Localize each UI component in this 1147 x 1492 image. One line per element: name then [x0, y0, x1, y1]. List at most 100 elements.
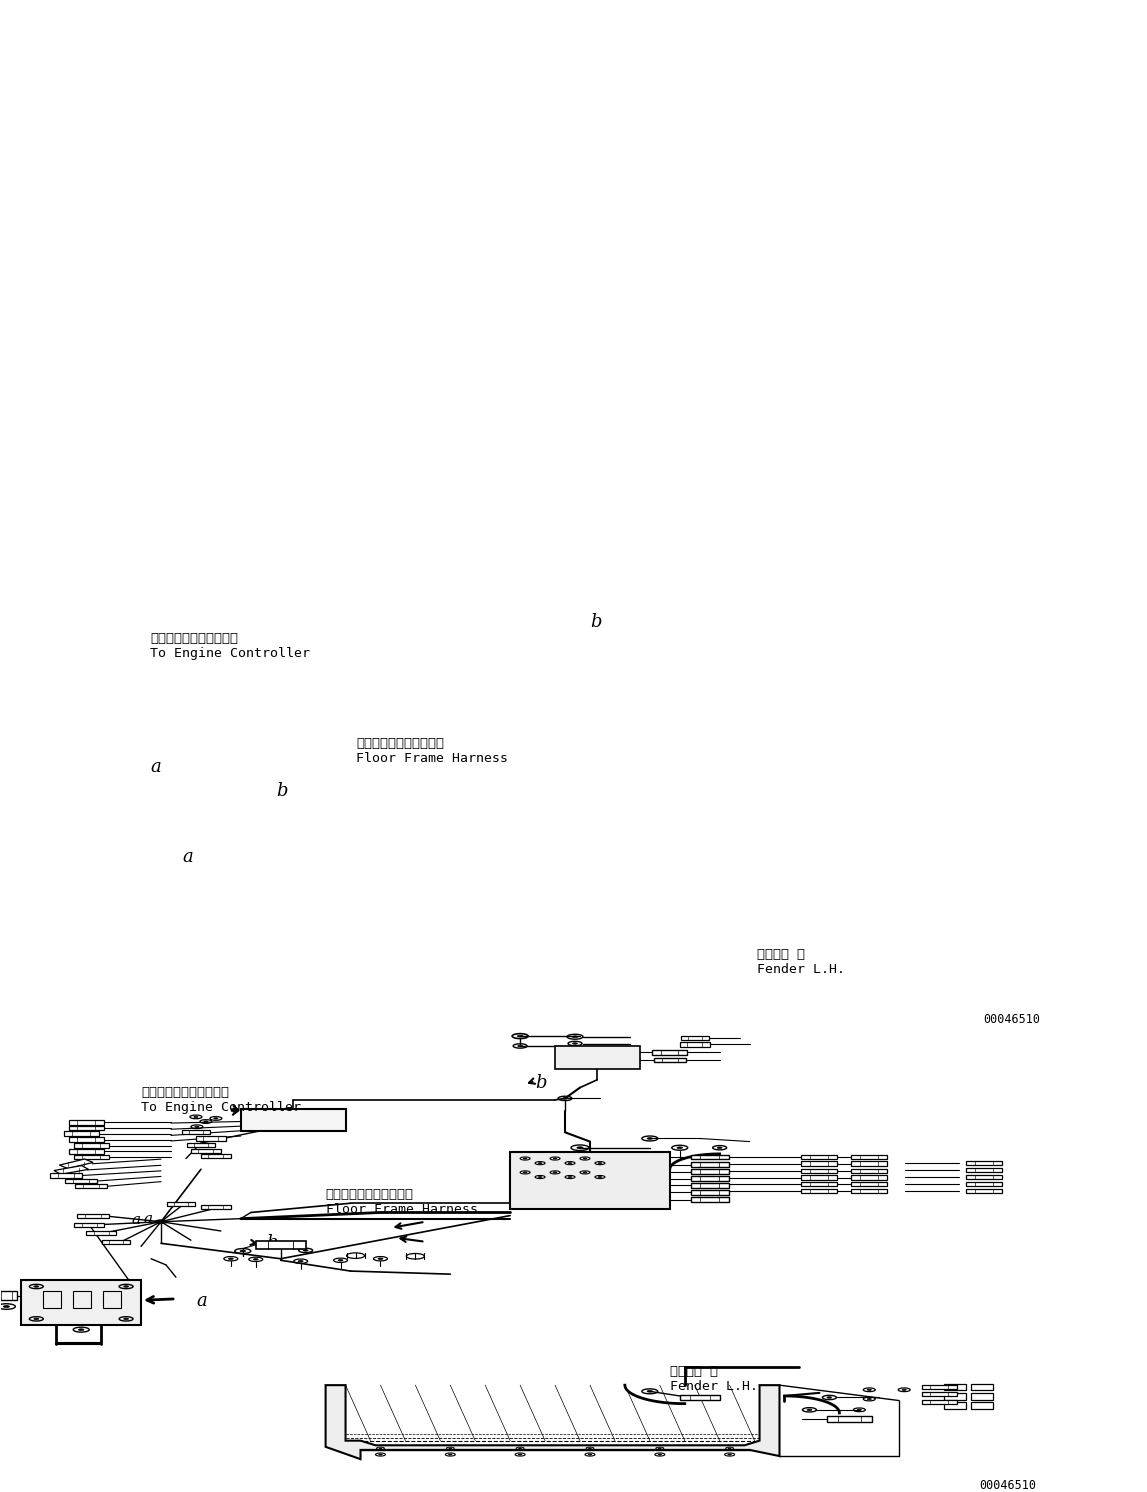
- Bar: [944, 1383, 966, 1391]
- Bar: [201, 1206, 231, 1209]
- Bar: [77, 1213, 109, 1217]
- Bar: [966, 1189, 1002, 1194]
- Bar: [256, 1241, 305, 1249]
- Bar: [69, 1149, 103, 1153]
- Bar: [102, 1240, 130, 1244]
- Bar: [851, 1182, 888, 1186]
- Bar: [54, 1165, 88, 1174]
- Circle shape: [572, 1043, 577, 1044]
- Bar: [22, 1280, 141, 1325]
- Text: b: b: [591, 613, 602, 631]
- Circle shape: [562, 1098, 568, 1100]
- Bar: [690, 1162, 728, 1167]
- Bar: [802, 1155, 837, 1159]
- Circle shape: [124, 1317, 128, 1319]
- Circle shape: [253, 1259, 258, 1261]
- Bar: [690, 1197, 728, 1203]
- Text: b: b: [266, 1234, 278, 1252]
- Circle shape: [228, 1258, 233, 1259]
- Bar: [690, 1183, 728, 1188]
- Bar: [966, 1161, 1002, 1165]
- Text: フェンダ 左
Fender L.H.: フェンダ 左 Fender L.H.: [670, 1365, 758, 1394]
- Circle shape: [124, 1286, 128, 1288]
- Bar: [241, 1109, 345, 1131]
- Bar: [187, 1143, 214, 1147]
- Bar: [50, 1173, 83, 1177]
- Bar: [966, 1168, 1002, 1173]
- Bar: [69, 1125, 103, 1131]
- Circle shape: [303, 1250, 309, 1252]
- Text: フェンダ 左
Fender L.H.: フェンダ 左 Fender L.H.: [757, 949, 844, 976]
- Bar: [167, 1203, 195, 1206]
- Bar: [73, 1155, 109, 1159]
- Circle shape: [647, 1137, 653, 1140]
- Bar: [922, 1385, 957, 1389]
- Bar: [190, 1149, 221, 1153]
- Bar: [654, 1058, 686, 1062]
- Bar: [182, 1131, 210, 1134]
- Bar: [802, 1161, 837, 1167]
- Bar: [555, 1046, 640, 1070]
- Circle shape: [717, 1147, 723, 1149]
- Circle shape: [34, 1317, 39, 1319]
- Text: エンジンコントローラヘ
To Engine Controller: エンジンコントローラヘ To Engine Controller: [150, 633, 310, 659]
- Circle shape: [240, 1250, 245, 1252]
- Bar: [827, 1416, 872, 1422]
- Bar: [966, 1182, 1002, 1186]
- Bar: [944, 1394, 966, 1399]
- Text: b: b: [536, 1074, 547, 1092]
- Text: b: b: [276, 782, 288, 800]
- Bar: [65, 1179, 97, 1183]
- Polygon shape: [326, 1385, 780, 1459]
- Circle shape: [827, 1397, 832, 1398]
- Bar: [69, 1120, 103, 1125]
- Bar: [922, 1399, 957, 1404]
- Circle shape: [298, 1261, 303, 1262]
- Text: 00046510: 00046510: [983, 1013, 1040, 1025]
- Circle shape: [78, 1329, 84, 1331]
- Bar: [60, 1159, 93, 1168]
- Bar: [802, 1176, 837, 1180]
- Bar: [201, 1155, 231, 1158]
- Text: a: a: [196, 1292, 206, 1310]
- Bar: [972, 1402, 993, 1408]
- Bar: [922, 1392, 957, 1397]
- Bar: [851, 1155, 888, 1159]
- Circle shape: [338, 1259, 343, 1261]
- Text: a: a: [143, 1212, 153, 1225]
- Circle shape: [34, 1286, 39, 1288]
- Bar: [86, 1231, 116, 1234]
- Circle shape: [379, 1258, 383, 1259]
- Circle shape: [572, 1035, 578, 1037]
- Bar: [653, 1050, 687, 1055]
- Circle shape: [577, 1147, 583, 1149]
- Bar: [680, 1037, 709, 1040]
- Bar: [64, 1131, 99, 1137]
- Text: a: a: [182, 847, 193, 865]
- Circle shape: [3, 1306, 9, 1307]
- Circle shape: [647, 1391, 653, 1392]
- Bar: [0, 1292, 17, 1300]
- Bar: [75, 1223, 104, 1226]
- Circle shape: [517, 1046, 523, 1047]
- Bar: [76, 1185, 107, 1189]
- Bar: [196, 1137, 226, 1141]
- Circle shape: [517, 1035, 523, 1037]
- Bar: [966, 1174, 1002, 1179]
- Text: フロアフレームハーネス
Floor Frame Harness: フロアフレームハーネス Floor Frame Harness: [356, 737, 508, 765]
- Bar: [680, 1395, 719, 1401]
- Bar: [972, 1383, 993, 1391]
- Bar: [103, 1291, 122, 1308]
- Bar: [972, 1394, 993, 1399]
- Text: フロアフレームハーネス
Floor Frame Harness: フロアフレームハーネス Floor Frame Harness: [326, 1188, 477, 1216]
- Circle shape: [807, 1408, 812, 1410]
- Bar: [44, 1291, 61, 1308]
- Bar: [944, 1402, 966, 1408]
- Bar: [690, 1191, 728, 1195]
- Text: a: a: [132, 1213, 141, 1228]
- Bar: [851, 1168, 888, 1173]
- Circle shape: [155, 1220, 167, 1223]
- Bar: [690, 1170, 728, 1174]
- Bar: [690, 1155, 728, 1159]
- Bar: [73, 1291, 91, 1308]
